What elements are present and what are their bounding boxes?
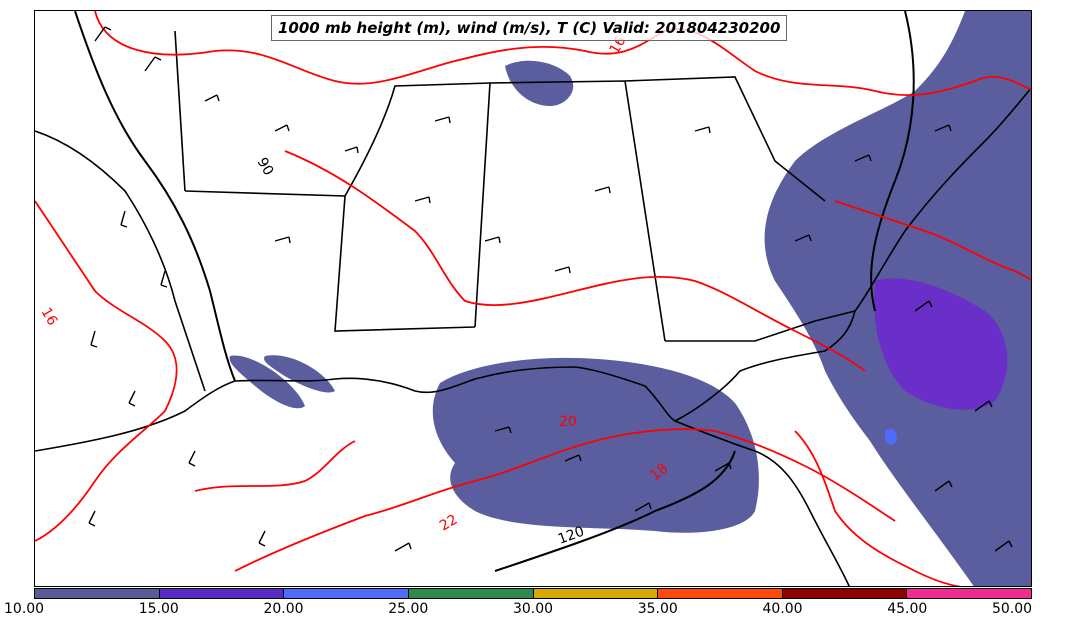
florida-peninsula: [674, 420, 850, 586]
temp-contour-north: [94, 11, 1031, 97]
map-canvas: 16 16 22 20 18 90 120: [35, 11, 1031, 586]
state-border-5: [665, 310, 856, 342]
colorbar-tick-label: 10.00: [4, 601, 45, 617]
temp-contour-south: [194, 440, 356, 492]
temp-contour-central: [284, 150, 866, 372]
temp-contour-west: [35, 200, 178, 542]
height-contour-layer: [74, 11, 915, 572]
height-label-120: 120: [556, 524, 587, 548]
wind-barb: [994, 540, 1013, 552]
wind-barb: [854, 154, 872, 162]
wind-barb: [128, 390, 136, 407]
state-border-6: [174, 30, 186, 192]
map-title: 1000 mb height (m), wind (m/s), T (C) Va…: [271, 15, 788, 41]
wind-barb: [90, 330, 98, 348]
wind-barb: [484, 236, 501, 244]
colorbar-segment: [782, 589, 908, 598]
temp-contour-gulf: [234, 428, 896, 572]
wind-barb: [694, 126, 711, 134]
shaded-region-west-streaks: [229, 355, 305, 409]
wind-barb: [594, 186, 611, 194]
shaded-region-west-streaks-2: [264, 355, 335, 393]
colorbar: [34, 588, 1032, 599]
wind-barb: [94, 26, 112, 42]
temp-label-20: 20: [559, 414, 577, 430]
mexico-border: [35, 130, 206, 392]
shading-layer: [229, 11, 1031, 586]
map-panel: 16 16 22 20 18 90 120: [34, 10, 1032, 587]
colorbar-segment: [284, 589, 409, 598]
colorbar-segment: [533, 589, 659, 598]
wind-barb: [274, 236, 291, 244]
wind-barb: [258, 530, 266, 547]
height-label-90: 90: [254, 155, 277, 178]
height-contour-120: [494, 450, 736, 572]
state-border-2: [344, 82, 491, 197]
colorbar-tick-labels: 10.00 15.00 20.00 25.00 30.00 35.00 40.00 45.00…: [4, 601, 1033, 623]
wind-barb: [914, 300, 933, 312]
height-contour-90: [74, 11, 236, 382]
state-border-3: [474, 80, 666, 342]
wind-barb: [714, 462, 732, 472]
colorbar-segment: [35, 589, 160, 598]
colorbar-tick-label: 25.00: [388, 601, 429, 617]
colorbar-segment: [907, 589, 1031, 598]
wind-barb: [934, 124, 952, 132]
shaded-region-secondary: [874, 278, 1008, 410]
colorbar-tick-label: 20.00: [263, 601, 304, 617]
temp-label-22: 22: [437, 512, 460, 535]
temperature-contour-layer: [35, 11, 1031, 586]
wind-barb: [160, 270, 168, 288]
colorbar-tick-label: 35.00: [637, 601, 678, 617]
wind-barb: [434, 116, 451, 124]
wind-barb: [564, 454, 582, 462]
shaded-region-gulf: [432, 357, 759, 533]
shaded-region-northeast-small: [505, 60, 574, 106]
colorbar-tick-label: 45.00: [887, 601, 928, 617]
wind-barb: [188, 450, 196, 467]
wind-barb-layer: [88, 26, 1013, 552]
wind-barb: [494, 426, 512, 434]
wind-barb: [204, 94, 220, 102]
wind-barb: [88, 510, 96, 527]
coastline: [35, 310, 856, 452]
wind-barb: [974, 400, 993, 412]
atlantic-coast: [854, 87, 1031, 312]
wind-barb: [274, 124, 290, 132]
colorbar-tick-label: 15.00: [138, 601, 179, 617]
colorbar-tick-label: 30.00: [512, 601, 554, 617]
temp-contour-southeast: [794, 430, 962, 586]
state-border-1: [184, 190, 476, 332]
state-border-4: [624, 76, 826, 202]
wind-barb: [634, 502, 652, 512]
colorbar-segment: [408, 589, 534, 598]
colorbar-segment: [159, 589, 285, 598]
wind-barb: [120, 210, 128, 228]
wind-barb: [794, 234, 812, 242]
height-contour-east: [870, 11, 915, 312]
colorbar-segment: [658, 589, 783, 598]
shaded-region-tertiary: [885, 428, 897, 445]
wind-barb: [934, 480, 953, 492]
wind-barb: [554, 266, 571, 274]
boundary-layer: [35, 30, 1031, 586]
temp-label-16-west: 16: [38, 305, 61, 329]
wind-barb: [414, 196, 431, 204]
wind-barb: [344, 146, 359, 154]
wind-barb: [144, 56, 162, 72]
temp-contour-east: [834, 200, 1031, 281]
colorbar-tick-label: 40.00: [762, 601, 803, 617]
wind-barb: [394, 542, 412, 552]
colorbar-tick-label: 50.00: [992, 601, 1033, 617]
